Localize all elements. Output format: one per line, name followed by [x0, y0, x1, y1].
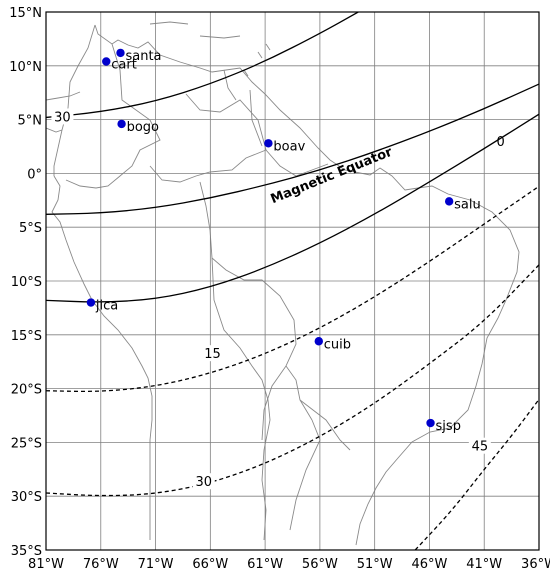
lon-tick-label-2: 71°W [138, 557, 174, 572]
station-label-salu: salu [454, 197, 481, 212]
lat-tick-label-1: 10°N [9, 60, 42, 75]
lon-tick-label-5: 56°W [302, 557, 338, 572]
lat-tick-label-10: 35°S [11, 544, 42, 559]
station-marker-cuib [314, 337, 323, 346]
lon-tick-label-4: 61°W [247, 557, 283, 572]
station-label-bogo: bogo [127, 120, 159, 135]
lon-tick-label-8: 41°W [466, 557, 502, 572]
contour-line-4 [46, 264, 539, 497]
contour-label-bg-3 [201, 345, 224, 362]
contour-label-3: 15 [204, 347, 221, 362]
contour-line-2 [46, 113, 539, 303]
lat-tick-label-6: 15°S [11, 329, 42, 344]
contour-label-4: 30 [195, 475, 212, 490]
station-label-santa: santa [125, 49, 161, 64]
station-marker-salu [444, 197, 454, 206]
lat-tick-label-8: 25°S [11, 436, 42, 451]
contour-label-bg-1 [489, 133, 512, 150]
lat-tick-label-9: 30°S [11, 490, 42, 505]
station-marker-jica [86, 298, 96, 307]
longitude-tick-labels: 81°W 76°W 71°W 66°W 61°W 56°W 51°W 46°W 41°W 36°W [28, 557, 550, 572]
lon-tick-label-9: 36°W [521, 557, 550, 572]
contour-label-1: 0 [497, 135, 505, 150]
lat-tick-label-5: 10°S [11, 275, 42, 290]
contour-line-5 [414, 398, 539, 550]
lon-tick-label-1: 76°W [83, 557, 119, 572]
lon-tick-label-7: 46°W [411, 557, 447, 572]
contour-line-3 [46, 185, 539, 393]
latitude-tick-labels: 15°N 10°N 5°N 0° 5°S 10°S 15°S 20°S 25°S 30°S 35°S [9, 6, 42, 559]
station-marker-santa [116, 48, 125, 58]
station-label-jica: jica [95, 299, 118, 314]
lat-tick-label-2: 5°N [18, 114, 43, 129]
contour-label-bg-5 [468, 437, 491, 454]
lat-tick-label-3: 0° [27, 167, 42, 182]
contour-line-1 [46, 83, 539, 215]
contour-label-0: 30 [54, 110, 71, 125]
contour-label-5: 45 [472, 440, 489, 455]
lon-tick-label-0: 81°W [28, 557, 64, 572]
lat-tick-label-7: 20°S [11, 383, 42, 398]
station-label-sjsp: sjsp [436, 419, 461, 434]
station-marker-boav [264, 139, 273, 148]
station-label-cart: cart [111, 57, 137, 72]
isoline-layer: 30 0 15 30 45 [46, 12, 539, 550]
station-marker-bogo [117, 119, 126, 129]
contour-label-bg-0 [51, 108, 74, 125]
station-label-boav: boav [273, 139, 305, 154]
station-marker-cart [102, 57, 111, 66]
lon-tick-label-6: 51°W [357, 557, 393, 572]
lon-tick-label-3: 66°W [192, 557, 228, 572]
station-marker-sjsp [426, 418, 435, 428]
lat-tick-label-4: 5°S [19, 221, 42, 236]
station-label-cuib: cuib [324, 337, 351, 352]
contour-label-bg-4 [192, 473, 215, 490]
map-frame [45, 11, 540, 551]
graticule-grid [46, 12, 539, 550]
lat-tick-label-0: 15°N [9, 6, 42, 21]
